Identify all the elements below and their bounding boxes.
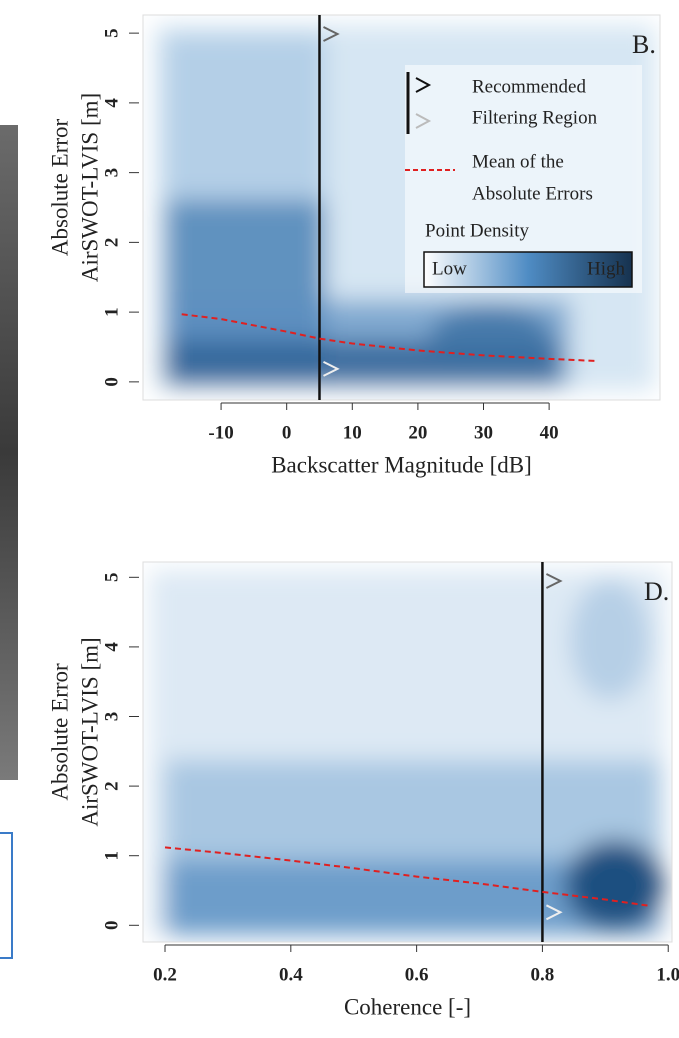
y-tick-label: 5	[101, 28, 122, 38]
figure: 012345-10010203040Backscatter Magnitude …	[0, 0, 679, 1038]
x-tick-label: 1.0	[656, 964, 679, 985]
side-box	[0, 833, 12, 958]
x-axis-label: Coherence [-]	[344, 994, 471, 1019]
x-axis-label: Backscatter Magnitude [dB]	[271, 452, 532, 477]
x-tick-label: 0.2	[153, 964, 177, 985]
panel-title: D.	[644, 577, 669, 606]
x-tick-label: 0.4	[279, 964, 303, 985]
density-cloud	[150, 570, 665, 935]
y-tick-label: 3	[101, 712, 122, 722]
y-tick-label: 2	[101, 238, 122, 248]
x-tick-label: 0.8	[531, 964, 555, 985]
x-tick-label: 20	[408, 422, 427, 443]
colorbar-low: Low	[432, 258, 467, 279]
y-tick-label: 1	[101, 851, 122, 861]
colorbar-high: High	[587, 258, 626, 279]
legend-label: Absolute Errors	[472, 183, 593, 204]
legend-label: Recommended	[472, 76, 586, 97]
y-tick-label: 4	[101, 642, 122, 652]
x-tick-label: -10	[208, 422, 233, 443]
side-image	[0, 125, 18, 780]
x-tick-label: 40	[540, 422, 559, 443]
y-axis-label: AirSWOT-LVIS [m]	[77, 93, 102, 282]
y-tick-label: 5	[101, 573, 122, 583]
y-tick-label: 4	[101, 98, 122, 108]
x-tick-label: 30	[474, 422, 493, 443]
y-tick-label: 0	[101, 377, 122, 387]
x-tick-label: 0.6	[405, 964, 429, 985]
panel-title: B.	[632, 30, 656, 59]
y-axis-label: Absolute Error	[47, 118, 72, 256]
legend-title: Point Density	[425, 220, 529, 241]
legend-label: Filtering Region	[472, 107, 598, 128]
y-axis-label: Absolute Error	[47, 663, 72, 801]
x-tick-label: 0	[282, 422, 292, 443]
legend-label: Mean of the	[472, 151, 564, 172]
y-tick-label: 2	[101, 781, 122, 791]
y-axis-label: AirSWOT-LVIS [m]	[77, 637, 102, 826]
y-tick-label: 1	[101, 307, 122, 317]
y-tick-label: 0	[101, 921, 122, 931]
y-tick-label: 3	[101, 168, 122, 178]
x-tick-label: 10	[343, 422, 362, 443]
